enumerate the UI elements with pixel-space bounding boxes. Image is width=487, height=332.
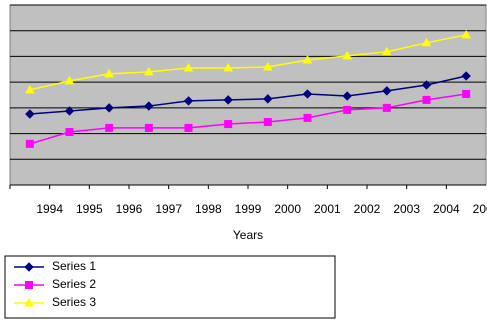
marker (461, 29, 472, 39)
marker (24, 262, 34, 272)
marker (262, 61, 273, 71)
marker (263, 118, 272, 126)
marker (25, 139, 34, 148)
marker (104, 68, 115, 78)
marker (25, 281, 33, 289)
marker (143, 66, 154, 76)
marker (302, 89, 313, 99)
series-line (29, 75, 467, 115)
marker (24, 297, 34, 307)
marker (64, 75, 75, 85)
marker (421, 37, 432, 47)
marker (422, 95, 431, 104)
marker (25, 109, 35, 119)
marker (302, 55, 313, 64)
marker (183, 96, 194, 106)
legend-label: Series 2 (52, 277, 96, 291)
series-line (29, 34, 467, 91)
marker (382, 86, 392, 96)
marker (342, 50, 353, 60)
legend (4, 255, 336, 319)
marker (224, 120, 233, 129)
legend-label: Series 3 (52, 295, 96, 309)
marker (421, 80, 432, 90)
marker (105, 123, 114, 132)
x-tick-label: 2005 (473, 202, 487, 216)
marker (144, 101, 154, 111)
x-tick-label: 2003 (393, 202, 420, 216)
x-tick-label: 2000 (274, 202, 301, 216)
x-tick-label: 2001 (314, 202, 341, 216)
marker (183, 62, 194, 72)
series-line (29, 93, 467, 145)
marker (343, 105, 352, 114)
marker (461, 71, 471, 81)
marker (65, 128, 74, 137)
marker (184, 123, 193, 132)
plot-area (9, 4, 487, 186)
marker (263, 94, 273, 104)
legend-label: Series 1 (52, 259, 96, 273)
marker (381, 46, 392, 56)
marker (223, 95, 233, 105)
x-tick-label: 1998 (195, 202, 222, 216)
marker (223, 62, 234, 72)
marker (303, 113, 312, 122)
x-tick-label: 1997 (155, 202, 182, 216)
x-tick-label: 1995 (76, 202, 103, 216)
x-tick-label: 2002 (354, 202, 381, 216)
marker (144, 123, 153, 132)
x-tick-label: 1999 (235, 202, 262, 216)
marker (104, 103, 114, 113)
marker (24, 84, 35, 94)
x-tick-label: 1994 (36, 202, 63, 216)
marker (382, 103, 391, 112)
marker (64, 106, 75, 116)
x-tick-label: 1996 (116, 202, 143, 216)
x-axis-title: Years (233, 228, 263, 242)
marker (462, 89, 471, 98)
marker (342, 91, 352, 101)
x-tick-label: 2004 (433, 202, 460, 216)
